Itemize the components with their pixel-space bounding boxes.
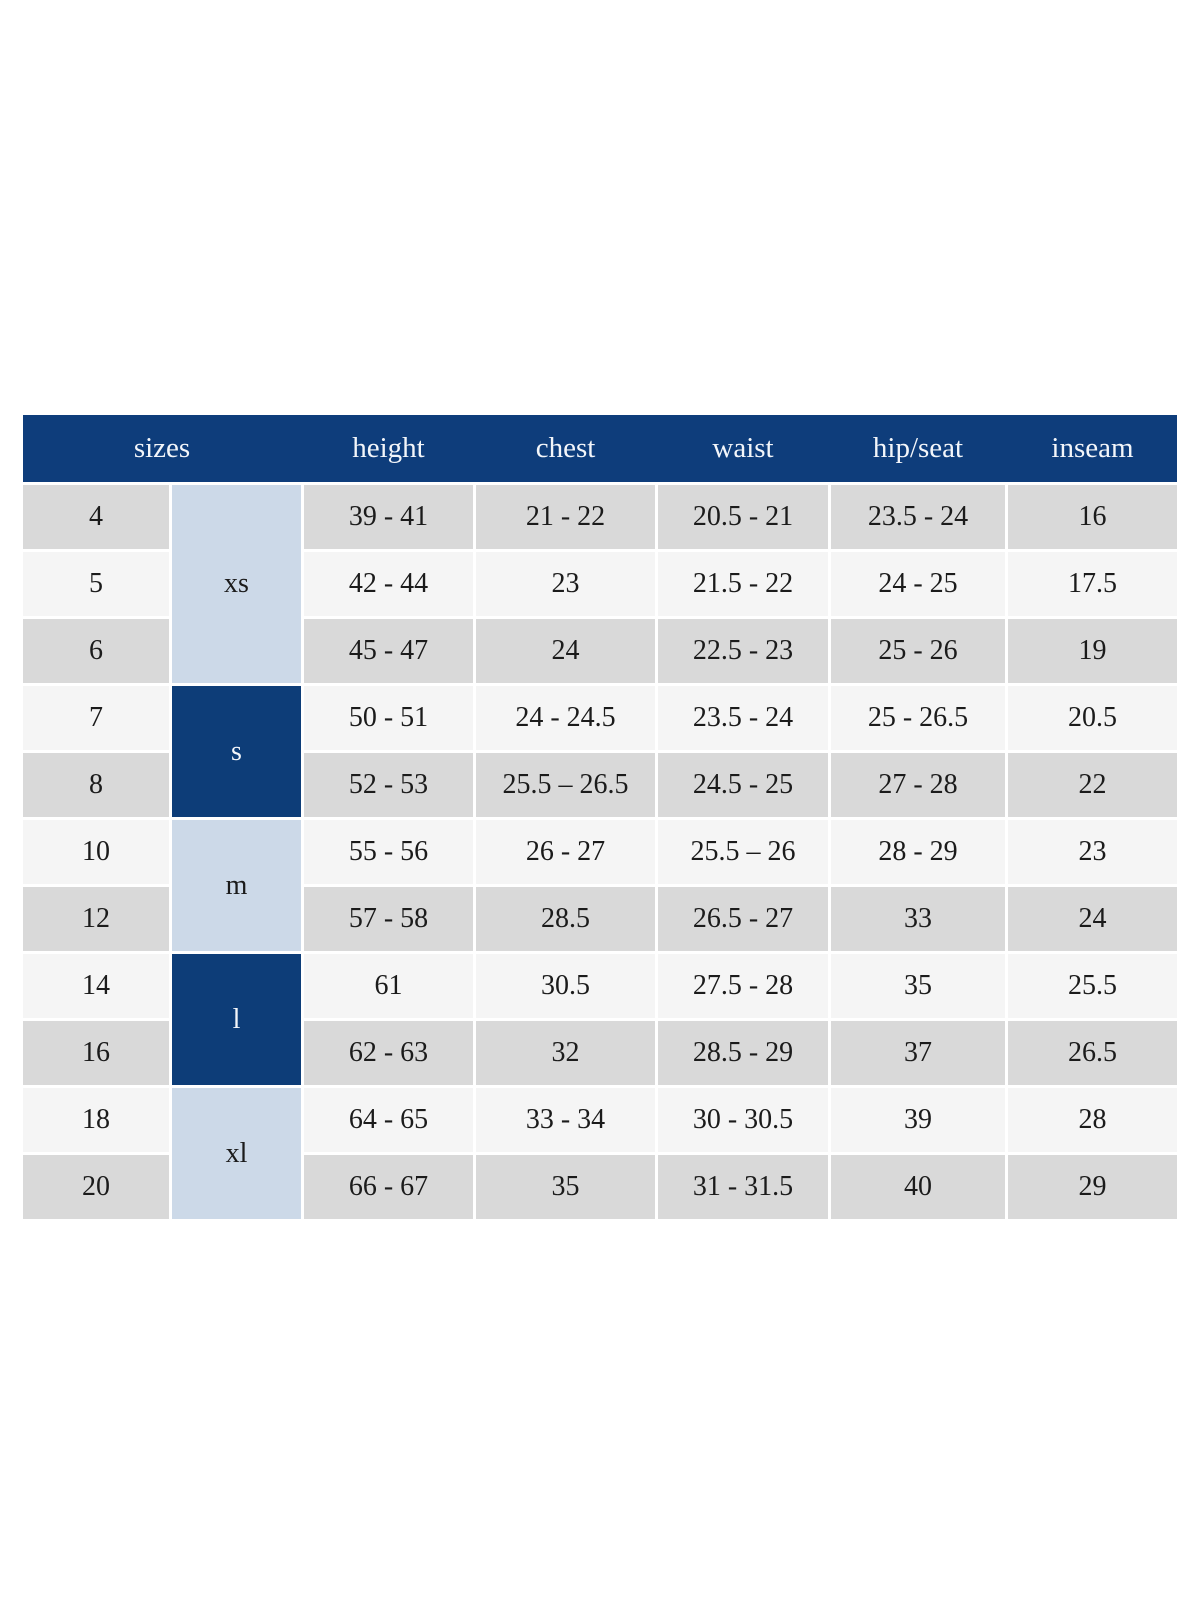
chest-cell: 26 - 27 xyxy=(476,820,655,884)
chest-cell: 30.5 xyxy=(476,954,655,1018)
waist-cell: 20.5 - 21 xyxy=(658,485,828,549)
chest-cell: 33 - 34 xyxy=(476,1088,655,1152)
group-cell-l: l xyxy=(172,954,301,1085)
inseam-cell: 19 xyxy=(1008,619,1177,683)
chest-cell: 21 - 22 xyxy=(476,485,655,549)
size-cell: 7 xyxy=(23,686,169,750)
chest-cell: 24 xyxy=(476,619,655,683)
inseam-cell: 20.5 xyxy=(1008,686,1177,750)
size-cell: 16 xyxy=(23,1021,169,1085)
waist-cell: 28.5 - 29 xyxy=(658,1021,828,1085)
inseam-cell: 28 xyxy=(1008,1088,1177,1152)
waist-cell: 24.5 - 25 xyxy=(658,753,828,817)
chest-cell: 35 xyxy=(476,1155,655,1219)
height-cell: 57 - 58 xyxy=(304,887,473,951)
header-cell-hip-seat: hip/seat xyxy=(872,432,964,464)
hip-seat-cell: 25 - 26.5 xyxy=(831,686,1005,750)
inseam-cell: 16 xyxy=(1008,485,1177,549)
inseam-cell: 26.5 xyxy=(1008,1021,1177,1085)
waist-cell: 22.5 - 23 xyxy=(658,619,828,683)
hip-seat-cell: 37 xyxy=(831,1021,1005,1085)
table-body: 4 xs 39 - 41 21 - 22 20.5 - 21 23.5 - 24… xyxy=(23,485,1177,1219)
group-cell-xs: xs xyxy=(172,485,301,683)
hip-seat-cell: 28 - 29 xyxy=(831,820,1005,884)
height-cell: 64 - 65 xyxy=(304,1088,473,1152)
size-cell: 6 xyxy=(23,619,169,683)
inseam-cell: 17.5 xyxy=(1008,552,1177,616)
waist-cell: 21.5 - 22 xyxy=(658,552,828,616)
hip-seat-cell: 27 - 28 xyxy=(831,753,1005,817)
height-cell: 52 - 53 xyxy=(304,753,473,817)
hip-seat-cell: 24 - 25 xyxy=(831,552,1005,616)
height-cell: 39 - 41 xyxy=(304,485,473,549)
size-cell: 18 xyxy=(23,1088,169,1152)
header-cell-waist: waist xyxy=(712,432,774,464)
height-cell: 50 - 51 xyxy=(304,686,473,750)
waist-cell: 26.5 - 27 xyxy=(658,887,828,951)
size-cell: 12 xyxy=(23,887,169,951)
group-cell-s: s xyxy=(172,686,301,817)
chest-cell: 23 xyxy=(476,552,655,616)
height-cell: 61 xyxy=(304,954,473,1018)
inseam-cell: 22 xyxy=(1008,753,1177,817)
inseam-cell: 25.5 xyxy=(1008,954,1177,1018)
size-chart-table: sizes height chest waist hip/seat inseam… xyxy=(23,415,1177,1219)
chest-cell: 24 - 24.5 xyxy=(476,686,655,750)
header-cell-inseam: inseam xyxy=(1051,432,1134,464)
waist-cell: 30 - 30.5 xyxy=(658,1088,828,1152)
height-cell: 62 - 63 xyxy=(304,1021,473,1085)
size-cell: 20 xyxy=(23,1155,169,1219)
hip-seat-cell: 35 xyxy=(831,954,1005,1018)
waist-cell: 31 - 31.5 xyxy=(658,1155,828,1219)
height-cell: 55 - 56 xyxy=(304,820,473,884)
header-cell-sizes: sizes xyxy=(133,432,191,464)
header-cell-height: height xyxy=(352,432,425,464)
hip-seat-cell: 39 xyxy=(831,1088,1005,1152)
header-cell-chest: chest xyxy=(535,432,596,464)
waist-cell: 23.5 - 24 xyxy=(658,686,828,750)
group-cell-xl: xl xyxy=(172,1088,301,1219)
size-cell: 10 xyxy=(23,820,169,884)
waist-cell: 27.5 - 28 xyxy=(658,954,828,1018)
waist-cell: 25.5 – 26 xyxy=(658,820,828,884)
size-cell: 14 xyxy=(23,954,169,1018)
size-cell: 8 xyxy=(23,753,169,817)
group-cell-m: m xyxy=(172,820,301,951)
hip-seat-cell: 23.5 - 24 xyxy=(831,485,1005,549)
inseam-cell: 23 xyxy=(1008,820,1177,884)
chest-cell: 25.5 – 26.5 xyxy=(476,753,655,817)
hip-seat-cell: 40 xyxy=(831,1155,1005,1219)
hip-seat-cell: 25 - 26 xyxy=(831,619,1005,683)
chest-cell: 32 xyxy=(476,1021,655,1085)
inseam-cell: 29 xyxy=(1008,1155,1177,1219)
inseam-cell: 24 xyxy=(1008,887,1177,951)
height-cell: 66 - 67 xyxy=(304,1155,473,1219)
hip-seat-cell: 33 xyxy=(831,887,1005,951)
chest-cell: 28.5 xyxy=(476,887,655,951)
table-header-row: sizes height chest waist hip/seat inseam xyxy=(23,415,1177,482)
height-cell: 42 - 44 xyxy=(304,552,473,616)
size-cell: 4 xyxy=(23,485,169,549)
size-cell: 5 xyxy=(23,552,169,616)
height-cell: 45 - 47 xyxy=(304,619,473,683)
